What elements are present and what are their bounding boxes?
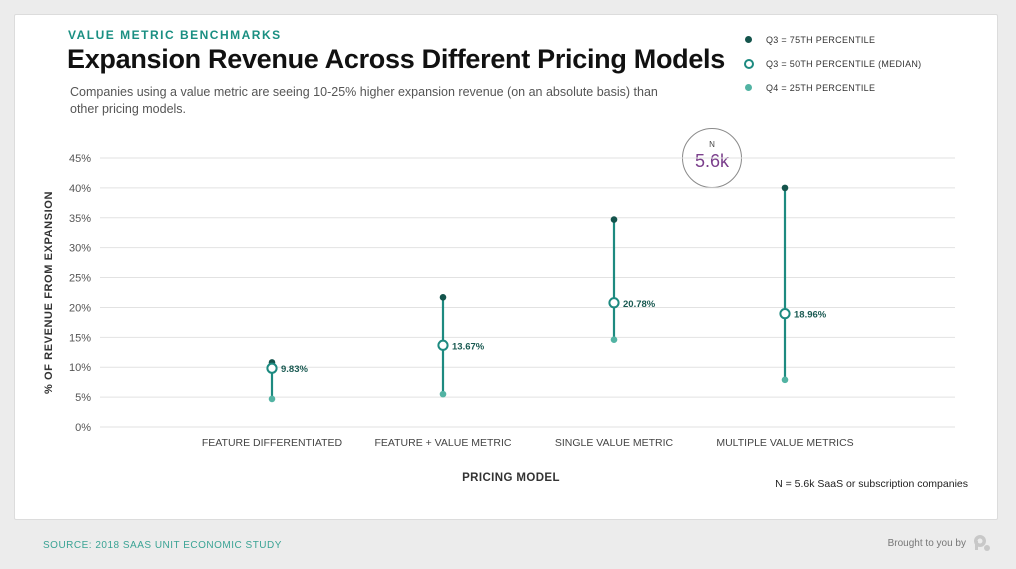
y-tick-label: 5% [75,392,91,404]
x-tick-label: FEATURE DIFFERENTIATED [202,437,343,449]
sample-size-label: N [709,140,715,149]
median-data-label: 13.67% [452,341,485,352]
y-axis-label: % OF REVENUE FROM EXPANSION [43,191,55,394]
chart-title: Expansion Revenue Across Different Prici… [67,44,725,74]
y-tick-label: 15% [69,332,91,344]
brand-credit: Brought to you by [887,538,966,549]
q1-point [781,376,789,384]
legend-marker-q1 [745,84,752,91]
legend-item-q3: Q3 = 75TH PERCENTILE [740,34,921,58]
median-point [437,339,449,351]
y-tick-label: 0% [75,422,91,434]
median-point [779,308,791,320]
x-tick-label: FEATURE + VALUE METRIC [374,437,511,449]
y-tick-label: 10% [69,362,91,374]
legend-label-q3: Q3 = 75TH PERCENTILE [766,35,876,45]
y-tick-label: 40% [69,183,91,195]
median-data-label: 9.83% [281,364,308,375]
y-tick-label: 30% [69,243,91,255]
legend-marker-q3 [745,36,752,43]
legend: Q3 = 75TH PERCENTILE Q3 = 50TH PERCENTIL… [740,34,921,106]
q3-point [439,293,447,301]
q3-point [781,184,789,192]
median-point [266,362,278,374]
median-data-label: 20.78% [623,299,656,310]
source-note: SOURCE: 2018 SAAS UNIT ECONOMIC STUDY [43,540,282,551]
q1-point [268,395,276,403]
sample-size-value: 5.6k [694,151,730,171]
y-tick-label: 20% [69,302,91,314]
legend-label-median: Q3 = 50TH PERCENTILE (MEDIAN) [766,59,922,69]
legend-label-q1: Q4 = 25TH PERCENTILE [766,83,876,93]
median-point [608,297,620,309]
y-tick-label: 25% [69,273,91,285]
x-axis-label: PRICING MODEL [462,472,560,484]
chart-subtitle: Companies using a value metric are seein… [70,85,658,116]
sample-footnote: N = 5.6k SaaS or subscription companies [775,478,968,490]
x-tick-label: MULTIPLE VALUE METRICS [716,437,853,449]
q1-point [439,390,447,398]
y-tick-label: 35% [69,213,91,225]
q1-point [610,336,618,344]
legend-item-q1: Q4 = 25TH PERCENTILE [740,82,921,106]
brand-logo-icon [974,535,990,551]
chart-eyebrow: VALUE METRIC BENCHMARKS [68,28,282,42]
median-data-label: 18.96% [794,310,827,321]
chart-card [14,14,998,520]
legend-item-median: Q3 = 50TH PERCENTILE (MEDIAN) [740,58,921,82]
legend-marker-median [744,59,754,69]
q3-point [610,216,618,223]
x-tick-label: SINGLE VALUE METRIC [555,437,674,449]
y-tick-label: 45% [69,153,91,165]
